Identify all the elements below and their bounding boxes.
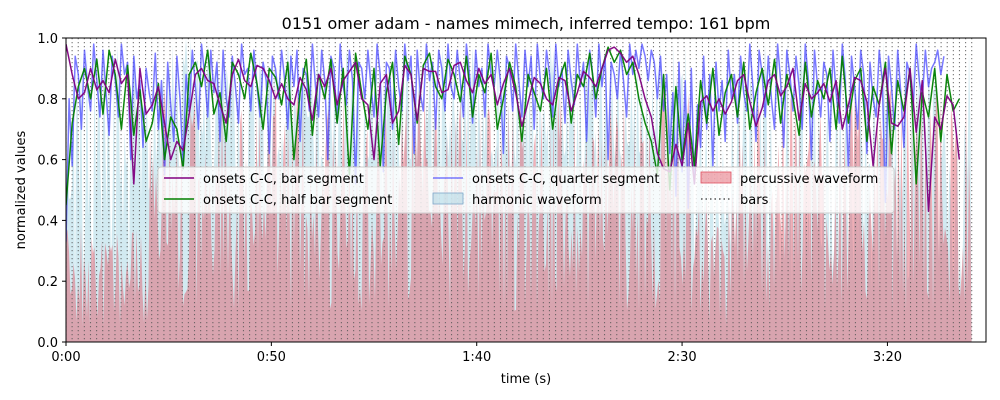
x-tick-label: 2:30 — [667, 350, 696, 365]
y-tick-label: 0.0 — [37, 336, 58, 351]
x-tick-label: 0:00 — [51, 350, 80, 365]
onsets-bar-segment-line — [66, 43, 961, 213]
y-axis: 0.0 0.2 0.4 0.6 0.8 1.0 — [37, 32, 66, 351]
legend-label-harmonic: harmonic waveform — [472, 193, 602, 208]
x-tick-label: 1:40 — [462, 350, 491, 365]
legend-swatch-harmonic — [432, 192, 464, 205]
legend: onsets C-C, bar segment onsets C-C, half… — [157, 166, 895, 214]
x-tick-label: 0:50 — [257, 350, 286, 365]
x-tick-label: 3:20 — [873, 350, 902, 365]
x-axis: 0:00 0:50 1:40 2:30 3:20 — [51, 342, 902, 365]
legend-box — [157, 166, 895, 214]
legend-label-quarter-segment: onsets C-C, quarter segment — [472, 172, 659, 187]
y-tick-label: 0.6 — [37, 154, 58, 169]
onset-lines-layer — [66, 43, 961, 242]
onsets-quarter-segment-line — [66, 43, 945, 242]
onsets-half-bar-segment-line — [66, 46, 960, 206]
percussive-waveform-area — [66, 84, 972, 342]
legend-label-bars: bars — [740, 193, 769, 208]
x-axis-label: time (s) — [501, 372, 551, 387]
y-axis-label: normalized values — [14, 130, 29, 249]
legend-label-half-bar-segment: onsets C-C, half bar segment — [203, 193, 392, 208]
y-tick-label: 0.2 — [37, 275, 58, 290]
percussive-waveform-layer — [66, 84, 972, 342]
y-tick-label: 0.8 — [37, 93, 58, 108]
legend-label-percussive: percussive waveform — [740, 172, 878, 187]
plot-frame — [65, 37, 987, 343]
legend-swatch-percussive — [700, 171, 732, 184]
legend-label-bar-segment: onsets C-C, bar segment — [203, 172, 364, 187]
y-tick-label: 1.0 — [37, 32, 58, 47]
chart-title: 0151 omer adam - names mimech, inferred … — [282, 14, 771, 33]
y-tick-label: 0.4 — [37, 214, 58, 229]
